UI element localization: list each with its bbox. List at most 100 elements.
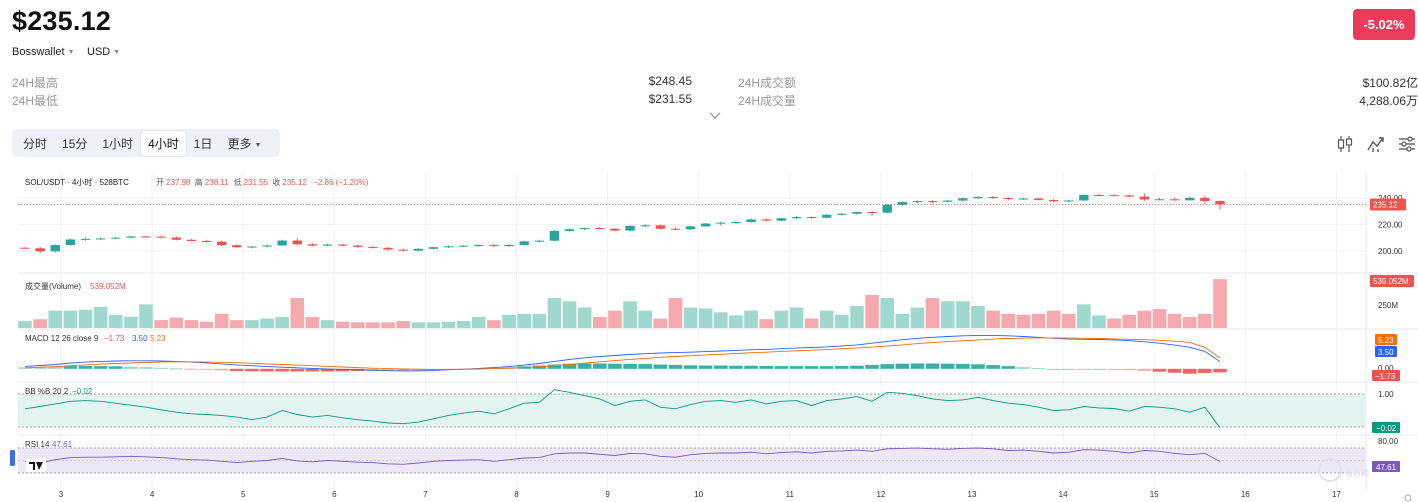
volume-bar — [940, 301, 955, 328]
volume-bar — [835, 314, 849, 328]
price-tick-label: 200.00 — [1378, 247, 1403, 256]
candle-body — [1048, 199, 1059, 202]
macd-histogram-bar — [1031, 368, 1046, 370]
macd-histogram-bar — [835, 365, 849, 369]
volume-bar — [1167, 313, 1182, 328]
candle-body — [806, 217, 817, 219]
volume-bar — [169, 317, 184, 328]
candle-body — [95, 238, 106, 240]
macd-histogram-bar — [290, 368, 305, 372]
current-price: $235.12 — [12, 6, 111, 36]
tab-1d[interactable]: 1日 — [193, 136, 213, 151]
candle-body — [670, 228, 681, 230]
candle-body — [368, 246, 378, 248]
candle-body — [428, 247, 439, 249]
tab-1h[interactable]: 1小时 — [102, 136, 134, 151]
volume-bar — [78, 309, 93, 328]
bb-tag-bg — [1372, 422, 1400, 433]
macd-histogram-bar — [956, 363, 970, 369]
volume-bar — [184, 320, 199, 328]
candlestick-icon[interactable] — [1336, 135, 1354, 153]
macd-histogram-bar — [1092, 368, 1106, 370]
tab-more[interactable]: 更多 ▼ — [220, 131, 268, 156]
macd-histogram-bar — [245, 368, 259, 372]
settings-sliders-icon[interactable] — [1398, 135, 1416, 153]
ohlc-high: 238.11 — [205, 178, 229, 187]
candle-body — [413, 248, 423, 251]
volume-bar — [1152, 309, 1167, 328]
stat-low-label: 24H最低 — [12, 94, 59, 108]
macd-tag-bg — [1375, 346, 1397, 357]
volume-bar — [1137, 310, 1152, 328]
volume-bar — [260, 318, 274, 328]
volume-bar — [925, 298, 940, 328]
x-tick-label: 7 — [423, 490, 428, 499]
candle-body — [1003, 198, 1013, 200]
volume-bar — [48, 310, 63, 328]
volume-bar — [350, 322, 365, 328]
tab-4h[interactable]: 4小时 — [141, 130, 186, 156]
exchange-select[interactable]: Bosswallet ▼ — [12, 46, 75, 58]
candle-body — [610, 228, 620, 231]
candle-body — [1033, 198, 1044, 200]
candle-body — [186, 239, 197, 241]
x-tick-label: 3 — [59, 490, 64, 499]
ohlc-close: 235.12 — [282, 178, 307, 187]
macd-histogram-bar — [940, 363, 955, 369]
volume-tag: 539.052M — [1373, 277, 1409, 286]
macd-zero-label: 0.00 — [1378, 364, 1394, 373]
macd-histogram-bar — [562, 363, 577, 369]
candle-body — [973, 197, 983, 199]
volume-bar — [456, 321, 471, 328]
macd-histogram-bar — [1198, 368, 1212, 373]
price-chart[interactable]: 3 4 5 6 7 8 9 10 11 12 13 14 15 16 17 240.00 220.00 200.0… — [0, 172, 1418, 502]
volume-bar — [956, 301, 970, 328]
chevron-down-icon: ▼ — [113, 49, 121, 56]
candle-body — [504, 244, 514, 247]
rsi-upper-tick: 80.00 — [1378, 437, 1399, 446]
candle-body — [867, 212, 877, 214]
macd-histogram-bar — [1152, 368, 1167, 372]
tab-more-label: 更多 — [227, 136, 252, 151]
macd-histogram-bar — [18, 367, 32, 369]
volume-bar — [487, 320, 501, 328]
macd-histogram-bar — [880, 364, 895, 369]
candle-body — [1185, 197, 1195, 201]
candle-body — [65, 239, 76, 246]
x-tick-label: 14 — [1059, 490, 1068, 499]
macd-histogram-bar — [759, 365, 774, 369]
macd-histogram-bar — [1137, 368, 1152, 371]
macd-histogram-bar — [396, 368, 410, 371]
tab-15m[interactable]: 15分 — [62, 136, 88, 151]
macd-histogram-bar — [154, 367, 168, 369]
current-price-tag-bg — [1370, 198, 1406, 211]
candle-body — [701, 223, 711, 227]
macd-histogram-bar — [714, 365, 728, 369]
price-tick-label: 220.00 — [1378, 221, 1403, 230]
x-tick-label: 8 — [514, 490, 519, 499]
macd-histogram-bar — [593, 363, 607, 369]
macd-histogram-bar — [668, 364, 683, 369]
volume-bar — [789, 307, 804, 328]
macd-histogram-bar — [774, 366, 789, 369]
macd-histogram-bar — [698, 365, 713, 369]
x-tick-label: 4 — [150, 490, 155, 499]
volume-bar — [623, 301, 637, 328]
indicator-icon[interactable] — [1367, 135, 1385, 153]
currency-select[interactable]: USD ▼ — [87, 46, 120, 58]
logo-glyph — [29, 462, 43, 470]
tab-timeline[interactable]: 分时 — [23, 136, 48, 151]
macd-histogram-bar — [986, 365, 1000, 369]
stat-volume-value: 4,288.06万 — [1359, 94, 1418, 108]
expand-chevron-icon[interactable] — [708, 108, 722, 126]
macd-histogram-bar — [63, 366, 78, 369]
candle-body — [1064, 200, 1074, 202]
volume-bar — [18, 321, 32, 328]
candle-body — [564, 229, 575, 231]
watermark-circle — [1318, 458, 1342, 482]
volume-bar — [1001, 313, 1016, 328]
macd-histogram-bar — [638, 364, 652, 369]
stat-turnover-label: 24H成交额 — [738, 76, 797, 90]
macd-histogram-bar — [1046, 368, 1061, 370]
candle-body — [262, 245, 272, 247]
